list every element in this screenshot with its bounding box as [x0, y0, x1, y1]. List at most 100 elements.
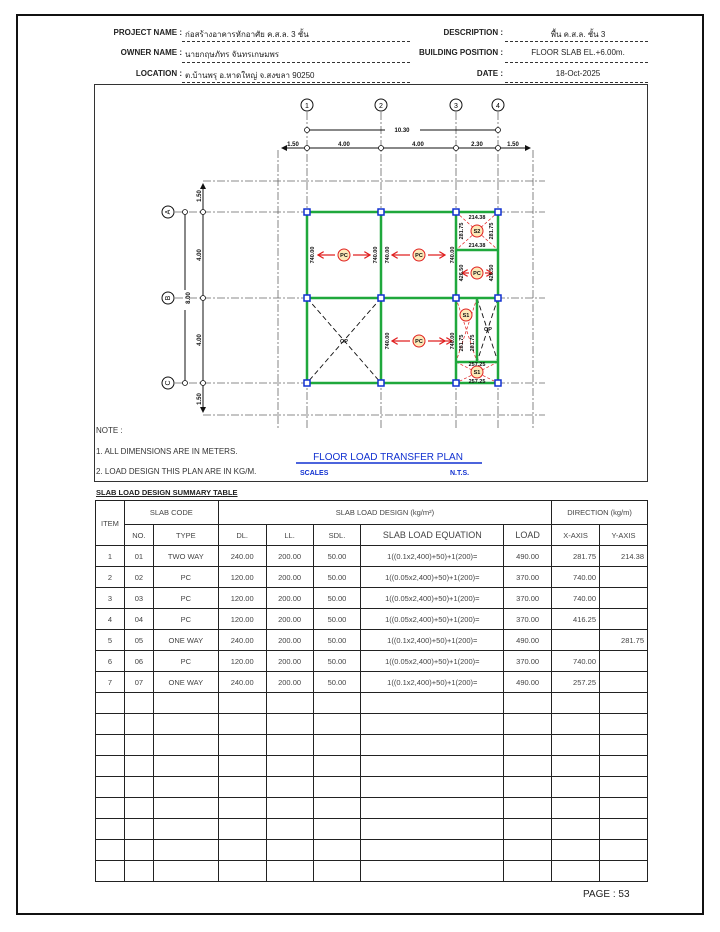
table-cell [123, 860, 154, 882]
table-cell [551, 713, 600, 735]
table-cell: 1((0.05x2,400)+50)+1(200)= [360, 608, 505, 630]
table-cell: 740.00 [551, 650, 600, 672]
divider [182, 62, 410, 63]
divider [505, 62, 648, 63]
load-value: 426.50 [459, 265, 465, 282]
table-row: 5 05 ONE WAY 240.00 200.00 50.00 1((0.1x2,400)… [95, 629, 648, 651]
slab-load-summary-table: ITEM SLAB CODE SLAB LOAD DESIGN (kg/m²) DIR… [95, 500, 648, 882]
table-cell [360, 839, 505, 861]
grid-label: 2 [379, 103, 383, 110]
grid-bubble-a [161, 205, 175, 219]
table-cell [599, 587, 648, 609]
dim-label: 4.00 [197, 334, 203, 346]
table-cell [217, 776, 267, 798]
description-value: พื้น ค.ส.ล. ชั้น 3 [550, 30, 606, 39]
grid-bubble-b [161, 291, 175, 305]
table-cell: 200.00 [265, 608, 314, 630]
table-cell: PC [152, 566, 219, 588]
header-ll: LL. [265, 524, 314, 546]
header-type: TYPE [152, 524, 219, 546]
load-value: 214.38 [469, 215, 486, 221]
slab-label-pc: PC [415, 253, 423, 259]
table-cell [599, 671, 648, 693]
table-cell: PC [152, 650, 219, 672]
table-cell: 120.00 [217, 566, 267, 588]
table-cell [551, 629, 600, 651]
table-cell: 281.75 [599, 629, 648, 651]
table-cell [599, 818, 648, 840]
table-cell: 200.00 [265, 650, 314, 672]
table-cell [217, 839, 267, 861]
table-row [95, 713, 648, 735]
slab-label-pc: PC [340, 253, 348, 259]
table-cell [599, 839, 648, 861]
load-value: 740.00 [373, 247, 379, 264]
grid-label: 4 [496, 103, 500, 110]
grid-label: 3 [454, 103, 458, 110]
columns [303, 208, 502, 387]
load-value: 740.00 [385, 333, 391, 350]
scales-label: SCALES [300, 470, 329, 477]
table-cell [265, 860, 314, 882]
table-cell [599, 860, 648, 882]
divider [182, 82, 410, 83]
table-row: 6 06 PC 120.00 200.00 50.00 1((0.05x2,400)+50)… [95, 650, 648, 672]
table-cell: 07 [123, 671, 154, 693]
divider [505, 82, 648, 83]
table-row [95, 818, 648, 840]
dim-total-y: 8.00 [186, 292, 192, 304]
table-cell [312, 776, 362, 798]
load-value: 740.00 [450, 333, 456, 350]
header-y-axis: Y-AXIS [599, 524, 648, 546]
table-cell [152, 713, 219, 735]
header-load: LOAD [503, 524, 553, 546]
owner-name-value: นายกฤษภัทร จันทรเกษมพร [185, 50, 280, 59]
header-item: ITEM [95, 500, 125, 546]
table-cell: PC [152, 608, 219, 630]
slab-label-op: OP [484, 327, 492, 333]
table-cell [95, 755, 125, 777]
building-position-value: FLOOR SLAB EL.+6.00m. [531, 48, 625, 57]
table-cell: 490.00 [503, 545, 553, 567]
table-cell [123, 776, 154, 798]
table-row [95, 797, 648, 819]
table-cell [265, 776, 314, 798]
table-cell: 240.00 [217, 671, 267, 693]
header-equation: SLAB LOAD EQUATION [360, 524, 505, 546]
grid-bubble-1 [300, 98, 314, 112]
table-cell [599, 692, 648, 714]
header-x-axis: X-AXIS [551, 524, 600, 546]
slab-label-s2: S2 [474, 229, 481, 235]
header-sdl: SDL. [312, 524, 362, 546]
table-cell: 6 [95, 650, 125, 672]
load-value: 426.50 [489, 265, 495, 282]
table-cell [312, 692, 362, 714]
slab-label-op: OP [340, 339, 348, 345]
table-cell [551, 734, 600, 756]
date-label: DATE : [476, 69, 503, 78]
table-cell [551, 692, 600, 714]
table-cell [360, 755, 505, 777]
table-cell: 50.00 [312, 587, 362, 609]
table-cell: 50.00 [312, 566, 362, 588]
table-cell: 01 [123, 545, 154, 567]
header-dl: DL. [217, 524, 267, 546]
table-cell [599, 650, 648, 672]
table-cell [95, 797, 125, 819]
table-cell: 1((0.1x2,400)+50)+1(200)= [360, 671, 505, 693]
location-label: LOCATION : [135, 69, 182, 78]
dim-label: 1.50 [507, 142, 519, 148]
table-cell [265, 734, 314, 756]
table-cell: 200.00 [265, 545, 314, 567]
table-cell [312, 755, 362, 777]
table-cell [599, 734, 648, 756]
table-cell [360, 713, 505, 735]
load-value: 740.00 [450, 247, 456, 264]
table-cell: 1((0.05x2,400)+50)+1(200)= [360, 566, 505, 588]
table-cell: 04 [123, 608, 154, 630]
table-cell: 490.00 [503, 629, 553, 651]
table-cell [265, 839, 314, 861]
table-cell [152, 839, 219, 861]
table-cell [123, 713, 154, 735]
two-way-diagonals [455, 211, 499, 384]
